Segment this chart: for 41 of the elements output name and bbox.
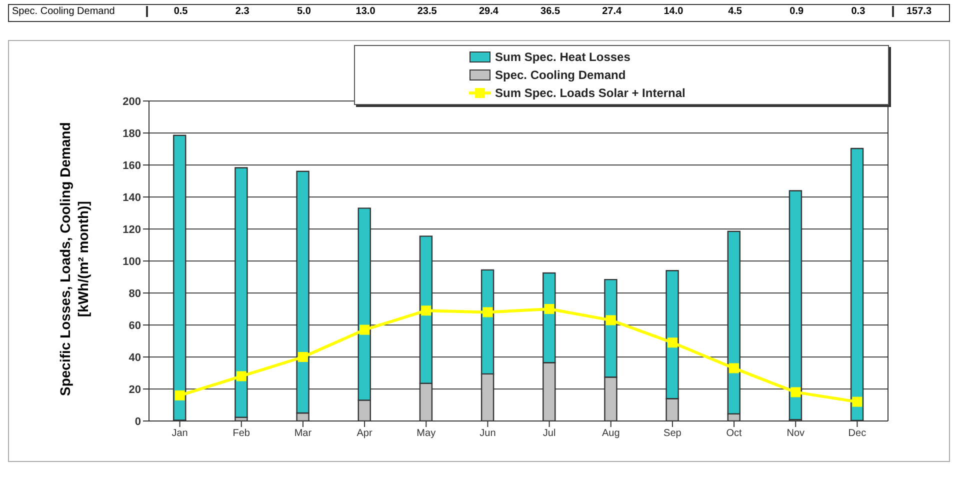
y-tick-label: 160 — [122, 160, 141, 172]
x-tick-label: Apr — [356, 428, 373, 440]
y-tick-label: 80 — [128, 288, 141, 300]
data-label: 2.3 — [234, 6, 250, 17]
x-tick-label: Jun — [480, 428, 496, 440]
data-label: 13.0 — [354, 6, 376, 17]
x-tick-label: Jul — [542, 428, 556, 440]
x-tick-label: Sep — [664, 428, 682, 440]
data-label: 0.3 — [850, 6, 866, 17]
text: Spec. Cooling Demand — [12, 6, 115, 17]
x-tick-label: May — [416, 428, 436, 440]
x-tick-label: Jan — [172, 428, 188, 440]
data-label: 36.5 — [540, 6, 562, 17]
x-tick-label: Nov — [786, 428, 805, 440]
x-tick-label: Oct — [726, 428, 742, 440]
data-label: 29.4 — [478, 6, 500, 17]
y-tick-label: 40 — [128, 352, 141, 364]
y-tick-label: 200 — [122, 96, 141, 108]
y-tick-label: 140 — [122, 192, 141, 204]
x-tick-label: Mar — [294, 428, 312, 440]
data-label: 5.0 — [296, 6, 312, 17]
data-label: 4.5 — [727, 6, 743, 17]
y-tick-label: 180 — [122, 128, 141, 140]
data-label: 27.4 — [601, 6, 623, 17]
legend-label: Sum Spec. Loads Solar + Internal — [495, 86, 686, 100]
data-label: 0.5 — [172, 6, 189, 17]
legend-label: Sum Spec. Heat Losses — [495, 50, 630, 64]
y-axis-title: Specific Losses, Loads, Cooling Demand [kWh/(m² month)] — [56, 120, 92, 398]
y-tick-label: 60 — [128, 320, 141, 332]
y-tick-label: 20 — [128, 384, 141, 396]
data-label: 0.9 — [788, 6, 805, 17]
y-tick-label: 100 — [122, 256, 141, 268]
data-label: 23.5 — [416, 6, 438, 17]
x-tick-label: Dec — [848, 428, 866, 440]
y-tick-label: 0 — [134, 416, 141, 428]
x-tick-label: Aug — [602, 428, 620, 440]
x-tick-label: Feb — [232, 428, 250, 440]
legend-label: Spec. Cooling Demand — [495, 68, 626, 82]
data-label: 14.0 — [662, 6, 684, 17]
text: 157.3 — [892, 6, 944, 17]
y-tick-label: 120 — [122, 224, 141, 236]
